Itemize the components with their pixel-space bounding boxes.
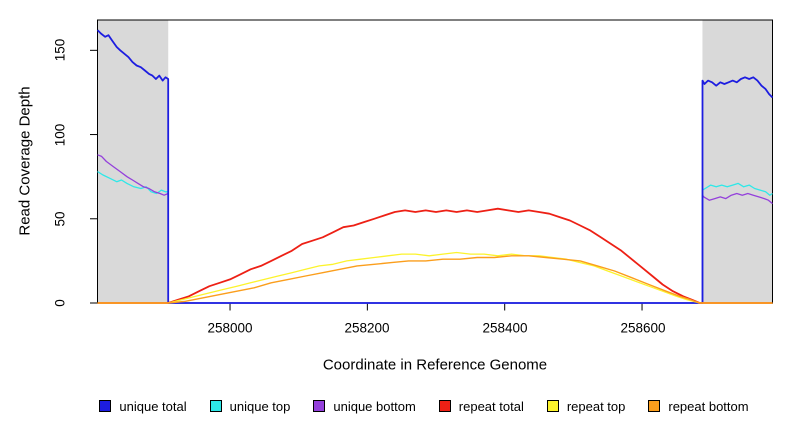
legend-item-repeat-total: repeat total [438,398,524,414]
x-tick-label-258400: 258400 [482,320,528,336]
unique-top-swatch-icon [209,400,222,412]
repeat-bottom-swatch-icon [648,400,661,412]
y-tick-label-100: 100 [52,123,68,146]
legend: unique total unique top unique bottom re… [56,398,792,414]
legend-label: repeat bottom [668,398,749,414]
y-tick-label-150: 150 [52,39,68,62]
legend-item-unique-top: unique top [209,398,291,414]
repeat-total-swatch-icon [438,400,451,412]
legend-label: unique top [229,398,291,414]
legend-label: repeat total [458,398,524,414]
legend-label: unique bottom [333,398,416,414]
unique-bottom-swatch-icon [313,400,326,412]
x-tick-label-258200: 258200 [344,320,390,336]
repeat-top-swatch-icon [546,400,559,412]
legend-label: repeat top [566,398,626,414]
legend-label: unique total [119,398,187,414]
unique-total-swatch-icon [99,400,112,412]
y-tick-label-50: 50 [52,211,68,227]
legend-item-repeat-top: repeat top [546,398,626,414]
legend-item-unique-bottom: unique bottom [313,398,416,414]
x-tick-label-258600: 258600 [620,320,666,336]
legend-item-repeat-bottom: repeat bottom [648,398,749,414]
x-axis-title: Coordinate in Reference Genome [322,356,548,374]
y-axis-title: Read Coverage Depth [16,86,34,236]
x-tick-label-258000: 258000 [207,320,253,336]
legend-item-unique-total: unique total [99,398,187,414]
y-tick-label-0: 0 [52,299,68,307]
